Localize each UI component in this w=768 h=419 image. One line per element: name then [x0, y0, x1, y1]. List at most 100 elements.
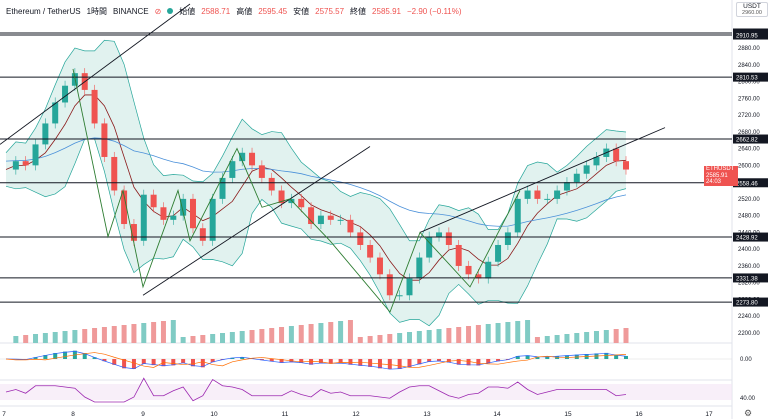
time-tick-label: 8 — [71, 411, 75, 418]
high-label: 高値 — [236, 6, 253, 16]
bollinger-upper — [5, 39, 627, 242]
currency-top-price: 2960.00 — [742, 10, 762, 16]
candle-body — [121, 190, 128, 225]
volume-bar — [23, 335, 29, 343]
candle-body — [347, 219, 354, 233]
candle-body — [268, 177, 275, 191]
macd-histogram-bar — [486, 359, 491, 364]
candle-body — [544, 198, 551, 200]
macd-histogram-bar — [33, 357, 38, 359]
volume-bar — [485, 324, 491, 343]
price-tick-label: 2680.00 — [738, 130, 760, 136]
low-value: 2575.57 — [315, 6, 345, 16]
macd-histogram-bar — [427, 359, 432, 362]
volume-bar — [210, 334, 216, 343]
macd-histogram-bar — [82, 353, 87, 359]
market-status-icon — [167, 8, 174, 14]
volume-bar — [82, 329, 88, 343]
volume-bar — [220, 333, 226, 343]
volume-bar — [525, 320, 531, 343]
candle-body — [524, 190, 531, 199]
volume-bar — [298, 325, 304, 343]
open-value: 2588.71 — [201, 6, 231, 16]
candle-body — [327, 215, 334, 220]
current-price: 2585.91 — [706, 172, 728, 179]
candle-body — [573, 173, 580, 183]
candle-body — [278, 190, 285, 204]
open-label: 始値 — [179, 6, 196, 16]
macd-histogram-bar — [515, 356, 520, 359]
candle-body — [317, 215, 324, 225]
volume-bar — [406, 332, 412, 343]
volume-bar — [416, 331, 422, 343]
volume-bar — [613, 329, 619, 343]
macd-histogram-bar — [279, 359, 284, 363]
volume-bar — [328, 322, 334, 343]
candle-body — [22, 161, 29, 166]
macd-histogram-bar — [496, 359, 501, 362]
time-tick-label: 16 — [635, 411, 643, 418]
level-price-tag — [733, 72, 768, 82]
time-tick-label: 17 — [705, 411, 713, 418]
candle-body — [426, 236, 433, 258]
macd-histogram-bar — [437, 359, 442, 362]
price-tick-label: 2880.00 — [738, 46, 760, 52]
volume-bar — [574, 333, 580, 343]
macd-histogram-bar — [614, 354, 619, 359]
level-price-tag — [733, 273, 768, 283]
symbol-name[interactable]: Ethereum / TetherUS — [6, 6, 81, 16]
trend-line — [142, 146, 371, 296]
macd-histogram-bar — [545, 356, 550, 359]
candle-body — [170, 215, 177, 220]
settings-icon[interactable]: ⚙ — [744, 408, 753, 418]
volume-bar — [534, 337, 540, 343]
candle-body — [534, 190, 541, 199]
candle-body — [180, 198, 187, 216]
volume-bar — [279, 327, 285, 343]
high-value: 2595.45 — [258, 6, 288, 16]
macd-histogram-bar — [338, 359, 343, 364]
candle-body — [249, 152, 256, 166]
candle-body — [111, 156, 118, 191]
trend-line — [419, 127, 666, 233]
level-price-label: 2428.92 — [736, 236, 758, 242]
macd-signal-line — [5, 352, 627, 368]
candle-body — [583, 165, 590, 174]
candle-body — [189, 198, 196, 229]
price-tick-label: 2320.00 — [738, 281, 760, 287]
macd-histogram-bar — [102, 359, 107, 362]
level-price-label: 2810.53 — [736, 76, 758, 82]
price-tick-label: 2640.00 — [738, 147, 760, 153]
interval-label[interactable]: 1時間 — [86, 6, 108, 16]
time-tick-label: 14 — [493, 411, 501, 418]
candle-body — [239, 152, 246, 162]
volume-bar — [554, 335, 560, 343]
candle-body — [485, 261, 492, 279]
time-tick-label: 13 — [423, 411, 431, 418]
price-tick-label: 2840.00 — [738, 63, 760, 69]
level-price-label: 2331.38 — [736, 276, 758, 282]
candle-body — [514, 198, 521, 233]
candle-body — [465, 265, 472, 275]
macd-histogram-bar — [387, 359, 392, 369]
volume-bar — [13, 336, 19, 343]
candle-body — [406, 278, 413, 296]
macd-histogram-bar — [151, 359, 156, 366]
volume-bar — [623, 328, 629, 343]
macd-line — [5, 351, 627, 370]
volume-bar — [33, 334, 39, 343]
volume-bar — [190, 336, 196, 343]
zigzag-line — [72, 68, 521, 313]
volume-bar — [259, 329, 265, 343]
volume-bar — [131, 324, 137, 343]
symbol-tag: ETHUSDT — [706, 166, 735, 172]
volume-bar — [170, 320, 176, 343]
macd-histogram-bar — [210, 359, 215, 363]
candle-body — [554, 190, 561, 199]
eye-off-icon[interactable]: ⊘ — [154, 6, 162, 16]
currency-button[interactable]: USDT 2960.00 — [736, 2, 768, 17]
candle-body — [367, 244, 374, 258]
macd-histogram-bar — [466, 359, 471, 366]
level-price-tag — [733, 30, 768, 40]
